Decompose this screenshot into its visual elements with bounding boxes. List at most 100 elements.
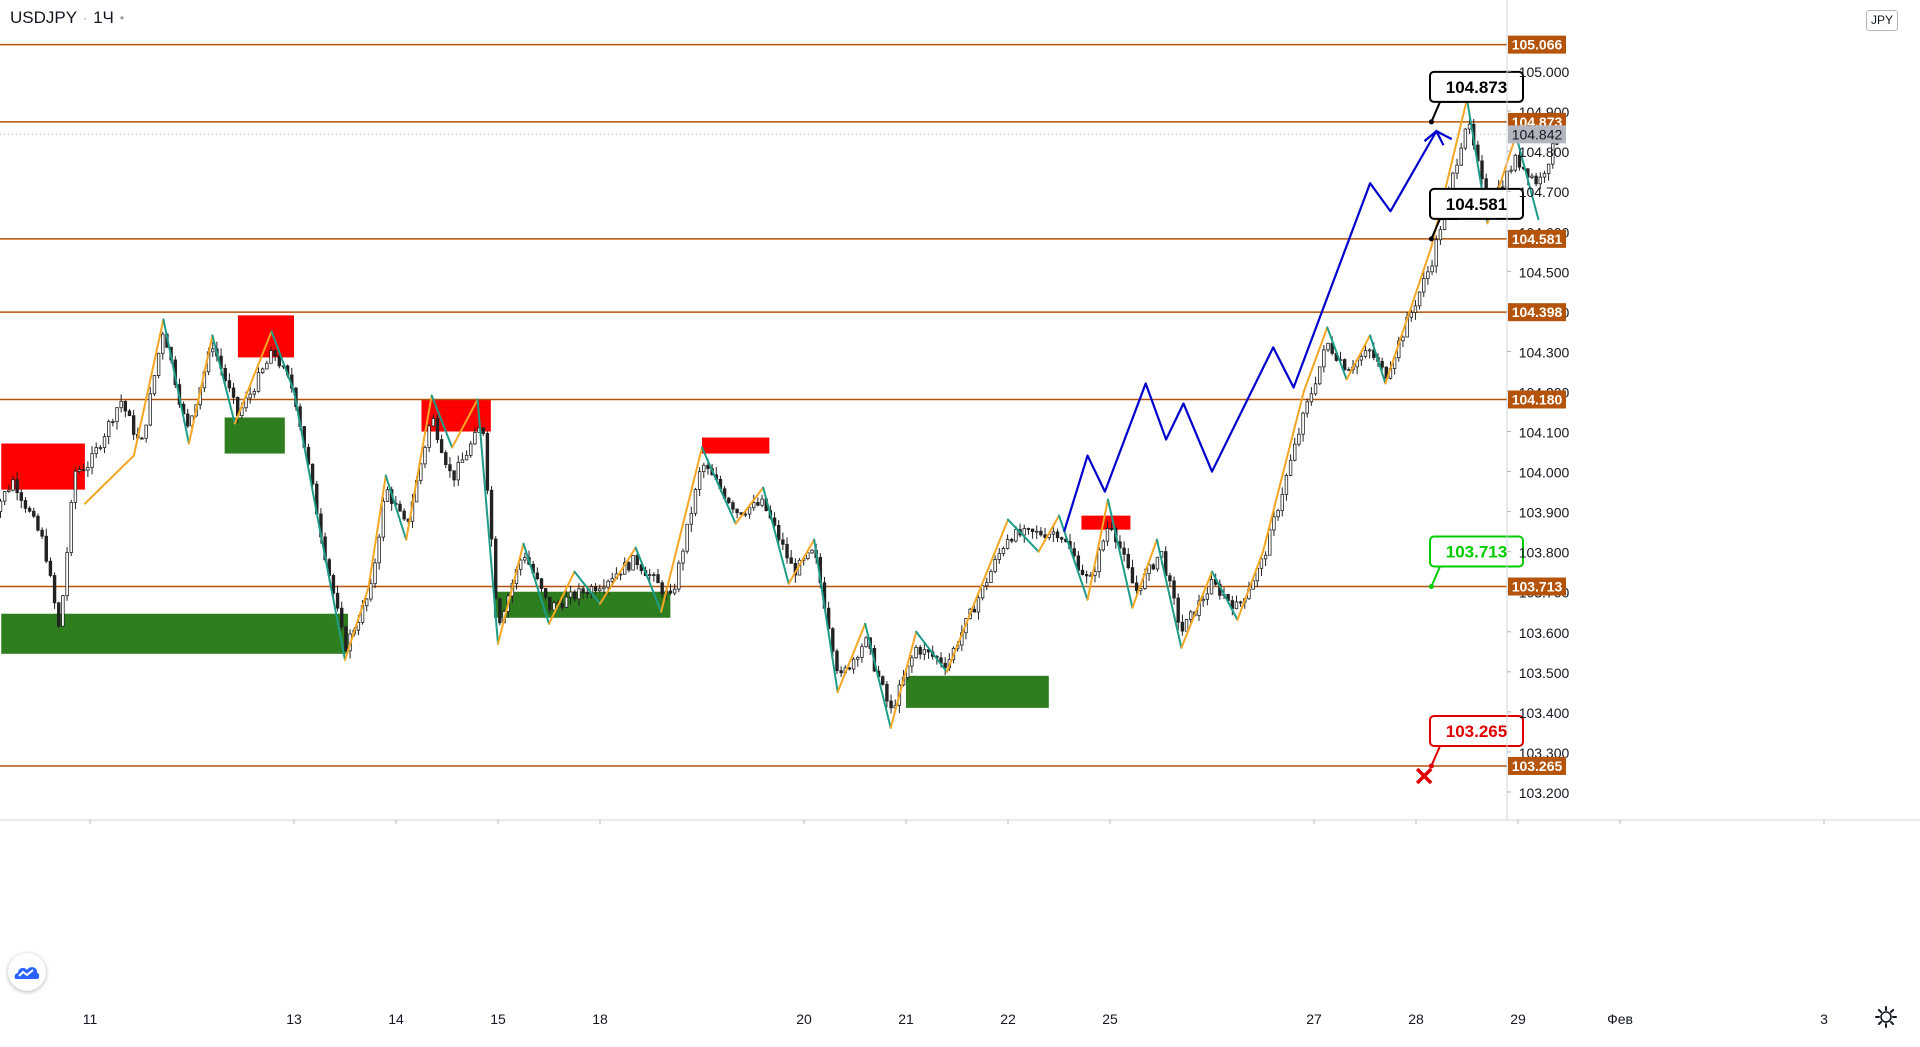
candle xyxy=(1430,259,1434,276)
candle xyxy=(1026,527,1031,535)
level-line-layer xyxy=(0,43,1507,767)
candle-body xyxy=(1463,128,1468,149)
candle xyxy=(539,577,544,593)
time-tick-label: 20 xyxy=(796,1011,812,1027)
candle xyxy=(127,408,132,417)
tradingview-logo-icon[interactable] xyxy=(8,953,46,991)
candle xyxy=(1030,528,1035,539)
candle-body xyxy=(460,459,465,463)
candle xyxy=(1276,508,1280,521)
callout-label: 103.713 xyxy=(1446,543,1507,562)
candle-body xyxy=(494,538,498,600)
zigzag-leg xyxy=(430,394,454,449)
candle-body xyxy=(864,637,868,648)
candle-body xyxy=(1459,147,1463,166)
candle-body xyxy=(552,602,556,611)
candle xyxy=(627,561,631,573)
candle-body xyxy=(785,543,789,559)
candle-body xyxy=(248,393,252,399)
candle xyxy=(756,497,760,507)
time-axis[interactable]: 11 13 14 15 18 20 21 22 25 27 28 29 Фев 3 xyxy=(0,819,1920,1027)
candle xyxy=(577,583,581,606)
symbol-name[interactable]: USDJPY xyxy=(10,8,78,27)
candle xyxy=(598,584,602,593)
candle-body xyxy=(277,355,282,367)
currency-button[interactable]: JPY xyxy=(1866,10,1898,31)
candle xyxy=(1534,172,1538,187)
price-tick-label: 104.300 xyxy=(1519,344,1570,360)
candle-body xyxy=(1426,271,1430,279)
candle-body xyxy=(73,470,78,503)
candle-body xyxy=(1422,278,1426,293)
candle xyxy=(1301,411,1305,442)
price-axis[interactable]: 105.000104.900104.800104.700104.600104.5… xyxy=(1506,0,1570,820)
candle-body xyxy=(1014,529,1018,542)
symbol-header[interactable]: USDJPY · 1Ч • xyxy=(10,8,124,28)
candle xyxy=(1184,619,1189,632)
candle-body xyxy=(381,500,386,538)
time-tick-label: 25 xyxy=(1102,1011,1118,1027)
candle xyxy=(464,450,469,461)
callout-label: 104.873 xyxy=(1446,78,1507,97)
time-tick-label: 21 xyxy=(898,1011,914,1027)
candle-body xyxy=(373,562,377,585)
price-callout: 104.581 xyxy=(1428,187,1524,242)
candle-body xyxy=(65,552,69,597)
callout-box xyxy=(1429,714,1524,747)
candle-body xyxy=(1172,580,1176,599)
zigzag-leg xyxy=(1086,498,1109,601)
time-tick-label: 13 xyxy=(286,1011,302,1027)
candle xyxy=(835,648,839,675)
candle xyxy=(1234,595,1239,610)
candle xyxy=(385,486,390,503)
candle xyxy=(481,427,485,437)
candle-body xyxy=(781,539,785,545)
candle xyxy=(131,410,136,440)
candle xyxy=(469,440,473,458)
candle-body xyxy=(485,433,490,491)
candle-body xyxy=(435,418,440,440)
candle xyxy=(573,589,577,602)
settings-gear-icon[interactable] xyxy=(1874,1005,1898,1029)
zigzag-leg xyxy=(1155,538,1183,649)
candle xyxy=(269,346,273,364)
candle xyxy=(839,666,843,677)
level-price-tag: 103.265 xyxy=(1508,756,1566,775)
candle-body xyxy=(910,657,914,667)
candle-body xyxy=(1055,531,1060,539)
candle xyxy=(1438,225,1443,245)
candle xyxy=(727,496,731,504)
candle xyxy=(456,455,460,486)
candle-body xyxy=(127,410,132,417)
zigzag-leg xyxy=(162,318,190,445)
candle xyxy=(885,681,889,708)
candle-body xyxy=(918,646,922,655)
candle xyxy=(419,462,423,485)
candle-body xyxy=(860,646,864,658)
candle xyxy=(119,394,123,413)
candle-body xyxy=(606,580,610,588)
candle xyxy=(265,360,269,370)
candle-body xyxy=(94,447,98,455)
candle xyxy=(593,583,598,594)
zigzag-leg xyxy=(132,318,165,457)
candle-body xyxy=(11,479,15,491)
candle-body xyxy=(1434,239,1438,267)
candle-body xyxy=(685,523,689,552)
candle xyxy=(1297,427,1301,447)
candle-body xyxy=(23,500,28,509)
candle-body xyxy=(269,350,273,364)
candle-body xyxy=(881,676,885,685)
candle xyxy=(997,547,1001,564)
zigzag-leg xyxy=(915,630,948,673)
zigzag-leg xyxy=(476,398,499,645)
zigzag-leg xyxy=(497,542,525,645)
candle xyxy=(32,507,36,519)
candle-body xyxy=(1010,539,1014,542)
candle xyxy=(856,655,860,667)
candle xyxy=(144,424,148,443)
interval-label[interactable]: 1Ч xyxy=(93,8,114,27)
price-tick-label: 103.900 xyxy=(1519,505,1570,521)
